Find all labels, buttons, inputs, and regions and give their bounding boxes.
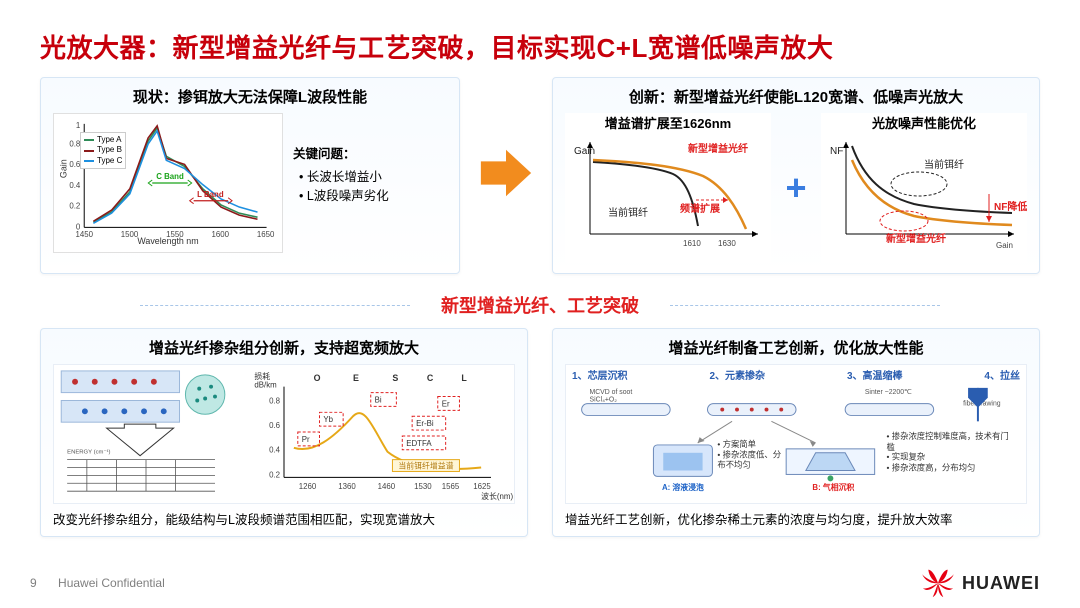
plus-icon: +: [779, 113, 813, 263]
legend-type-c: Type C: [97, 156, 122, 166]
svg-text:A: 溶液浸泡: A: 溶液浸泡: [662, 482, 704, 492]
svg-text:0.8: 0.8: [269, 396, 281, 405]
panel-current-title: 现状：掺铒放大无法保障L波段性能: [53, 86, 447, 107]
panel-process-innovation: 增益光纤制备工艺创新，优化放大性能 1、芯层沉积 2、元素掺杂 3、高温缩棒 4…: [552, 328, 1040, 537]
issue-1: L波段噪声劣化: [299, 185, 447, 204]
svg-text:C: C: [427, 373, 434, 383]
svg-text:1450: 1450: [75, 230, 93, 239]
transition-arrow: [476, 77, 536, 274]
svg-text:0.2: 0.2: [269, 470, 280, 479]
process-title: 增益光纤制备工艺创新，优化放大性能: [565, 337, 1027, 358]
svg-text:Gain: Gain: [996, 241, 1013, 250]
svg-text:Pr: Pr: [302, 435, 310, 444]
svg-text:Sinter ~2200℃: Sinter ~2200℃: [865, 389, 912, 396]
svg-text:1460: 1460: [378, 482, 396, 491]
svg-text:Er-Bi: Er-Bi: [416, 419, 434, 428]
svg-text:L Band: L Band: [197, 190, 224, 199]
svg-text:1500: 1500: [121, 230, 139, 239]
panel-innovation-title: 创新：新型增益光纤使能L120宽谱、低噪声光放大: [565, 86, 1027, 107]
svg-text:L: L: [461, 373, 467, 383]
key-issues: 关键问题： 长波长增益小 L波段噪声劣化: [293, 113, 447, 253]
svg-text:新型增益光纤: 新型增益光纤: [688, 142, 748, 155]
svg-text:频谱扩展: 频谱扩展: [680, 202, 720, 215]
svg-text:1360: 1360: [338, 482, 356, 491]
svg-text:当前铒纤: 当前铒纤: [608, 206, 648, 219]
svg-text:0.2: 0.2: [69, 202, 80, 211]
svg-text:Yb: Yb: [323, 415, 333, 424]
slide-footer: 9 Huawei Confidential HUAWEI: [0, 568, 1080, 598]
legend-type-b: Type B: [97, 145, 122, 155]
svg-text:Bi: Bi: [375, 395, 382, 404]
dopant-caption: 改变光纤掺杂组分，能级结构与L波段频谱范围相匹配，实现宽谱放大: [53, 509, 515, 528]
svg-text:MCVD of soot: MCVD of soot: [590, 389, 633, 396]
gain-ext-title: 增益谱扩展至1626nm: [565, 113, 771, 132]
svg-text:ENERGY (cm⁻¹): ENERGY (cm⁻¹): [67, 450, 110, 456]
svg-text:Er: Er: [442, 399, 450, 408]
svg-text:1630: 1630: [718, 239, 736, 248]
svg-text:dB/km: dB/km: [254, 381, 277, 390]
svg-text:E: E: [353, 373, 359, 383]
svg-text:Gain: Gain: [574, 146, 595, 157]
brand-text: HUAWEI: [962, 573, 1040, 594]
panel-innovation: 创新：新型增益光纤使能L120宽谱、低噪声光放大 增益谱扩展至1626nm Ga…: [552, 77, 1040, 274]
svg-text:C Band: C Band: [156, 172, 184, 181]
confidential-label: Huawei Confidential: [58, 576, 165, 590]
svg-text:1565: 1565: [442, 482, 460, 491]
panel-dopant-innovation: 增益光纤掺杂组分创新，支持超宽频放大: [40, 328, 528, 537]
svg-text:波长(nm): 波长(nm): [481, 491, 513, 501]
svg-text:0.4: 0.4: [69, 181, 81, 190]
svg-text:SiCl₄+O₂: SiCl₄+O₂: [590, 397, 618, 404]
svg-text:损耗: 损耗: [254, 371, 270, 381]
svg-text:1625: 1625: [473, 482, 491, 491]
svg-text:当前铒纤: 当前铒纤: [924, 158, 964, 171]
svg-text:新型增益光纤: 新型增益光纤: [886, 232, 946, 245]
bottom-row: 增益光纤掺杂组分创新，支持超宽频放大: [40, 328, 1040, 537]
svg-text:0.6: 0.6: [269, 421, 281, 430]
nf-title: 光放噪声性能优化: [821, 113, 1027, 132]
key-issue-label: 关键问题：: [293, 143, 447, 162]
page-number: 9: [30, 576, 37, 590]
svg-text:1550: 1550: [166, 230, 184, 239]
svg-text:O: O: [314, 373, 321, 383]
issue-0: 长波长增益小: [299, 166, 447, 185]
gain-extension-chart: 增益谱扩展至1626nm Gain 1610 1630 当前铒纤 新型增益光纤: [565, 113, 771, 263]
gain-spectrum-chart: Type A Type B Type C Gain Wavelength nm …: [53, 113, 283, 253]
svg-text:NF: NF: [830, 146, 843, 157]
svg-text:1600: 1600: [211, 230, 229, 239]
legend-type-a: Type A: [97, 135, 121, 145]
nf-optimization-chart: 光放噪声性能优化 NF Gain 当前铒纤 新型增益光纤 NF降低: [821, 113, 1027, 263]
top-row: 现状：掺铒放大无法保障L波段性能 Type A Type B Type C Ga…: [40, 77, 1040, 274]
svg-text:Gain: Gain: [58, 159, 68, 178]
dopant-title: 增益光纤掺杂组分创新，支持超宽频放大: [53, 337, 515, 358]
process-caption: 增益光纤工艺创新，优化掺杂稀土元素的浓度与均匀度，提升放大效率: [565, 509, 1027, 528]
panel-current-state: 现状：掺铒放大无法保障L波段性能 Type A Type B Type C Ga…: [40, 77, 460, 274]
svg-text:1260: 1260: [299, 482, 317, 491]
svg-text:EDTFA: EDTFA: [406, 439, 432, 448]
mid-section-title: 新型增益光纤、工艺突破: [40, 292, 1040, 318]
slide-title: 光放大器：新型增益光纤与工艺突破，目标实现C+L宽谱低噪声放大: [40, 28, 1040, 65]
svg-text:0.4: 0.4: [269, 446, 281, 455]
slide-root: 光放大器：新型增益光纤与工艺突破，目标实现C+L宽谱低噪声放大 现状：掺铒放大无…: [0, 0, 1080, 608]
svg-text:S: S: [392, 373, 398, 383]
svg-text:B: 气相沉积: B: 气相沉积: [812, 482, 854, 492]
svg-text:NF降低: NF降低: [994, 200, 1027, 213]
svg-text:1530: 1530: [414, 482, 432, 491]
svg-text:1: 1: [76, 121, 80, 130]
svg-text:1610: 1610: [683, 239, 701, 248]
svg-text:1650: 1650: [257, 230, 275, 239]
svg-text:当前铒纤增益谱: 当前铒纤增益谱: [398, 461, 453, 471]
huawei-logo: HUAWEI: [920, 568, 1040, 598]
